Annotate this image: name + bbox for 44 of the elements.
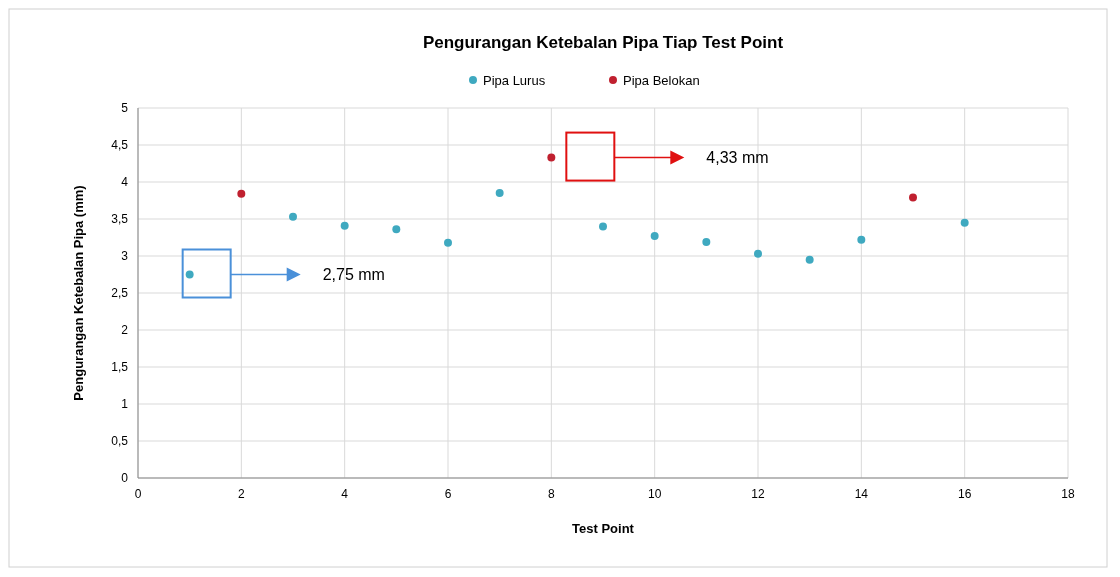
x-tick-label: 18 (1061, 487, 1075, 501)
x-tick-label: 12 (751, 487, 765, 501)
point (650, 232, 659, 240)
y-tick-label: 1,5 (111, 360, 129, 375)
y-axis-title: Pengurangan Ketebalan Pipa (mm) (71, 185, 86, 401)
x-tick-label: 14 (854, 487, 869, 501)
x-tick-label: 0 (134, 487, 142, 501)
x-tick-label: 2 (237, 487, 245, 501)
point (960, 218, 969, 227)
x-tick-label: 8 (547, 487, 555, 501)
y-tick-label: 2,5 (111, 286, 129, 301)
chart-title: Pengurangan Ketebalan Pipa Tiap Test Point (422, 33, 784, 52)
point (599, 222, 607, 231)
legend-label: Pipa Lurus (483, 72, 546, 88)
y-tick-label: 2 (121, 323, 129, 338)
y-tick-label: 3,5 (111, 212, 129, 227)
point (495, 189, 504, 198)
point (909, 193, 917, 202)
y-tick-label: 1 (121, 397, 129, 412)
y-tick-label: 4,5 (111, 138, 129, 153)
annotation: 4,33 mm (706, 149, 769, 167)
x-tick-label: 6 (444, 487, 452, 501)
point (185, 270, 194, 279)
x-axis-title: Test Point (572, 521, 635, 536)
point (340, 221, 349, 230)
x-tick-label: 10 (647, 487, 662, 501)
y-tick-label: 0 (121, 471, 129, 486)
point (702, 237, 711, 246)
point (754, 249, 762, 258)
point (805, 255, 814, 264)
point (444, 238, 452, 247)
y-tick-label: 0,5 (111, 434, 129, 449)
point (289, 212, 297, 221)
point (237, 189, 246, 198)
annotation: 2,75 mm (322, 266, 385, 284)
y-tick-label: 5 (121, 101, 129, 116)
y-tick-label: 4 (121, 175, 129, 190)
legend-label: Pipa Belokan (623, 72, 700, 88)
x-tick-label: 4 (341, 487, 349, 501)
point (857, 235, 866, 244)
point (547, 153, 556, 162)
point (392, 225, 401, 234)
x-tick-label: 16 (957, 487, 972, 501)
y-tick-label: 3 (121, 249, 129, 264)
